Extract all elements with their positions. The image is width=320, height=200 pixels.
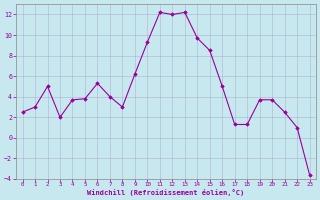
X-axis label: Windchill (Refroidissement éolien,°C): Windchill (Refroidissement éolien,°C)	[87, 189, 245, 196]
